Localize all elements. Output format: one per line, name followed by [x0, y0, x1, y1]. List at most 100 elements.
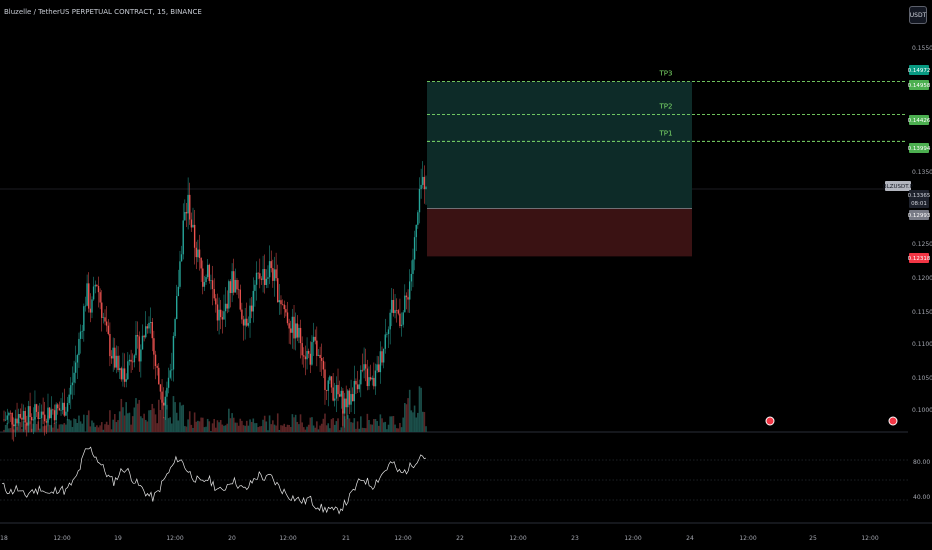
- candle: [184, 212, 186, 221]
- candle: [32, 419, 35, 421]
- volume-bar: [216, 420, 219, 432]
- volume-bar: [76, 422, 79, 432]
- candle: [290, 328, 292, 333]
- volume-bar: [283, 423, 286, 432]
- candle: [122, 368, 124, 380]
- volume-bar: [19, 422, 22, 432]
- volume-bar: [327, 423, 330, 432]
- candle: [213, 289, 215, 299]
- time-tick-label: 12:00: [509, 535, 526, 542]
- candle: [99, 292, 101, 303]
- price-tag: [909, 253, 929, 263]
- volume-bar: [40, 419, 43, 432]
- volume-bar: [382, 422, 385, 432]
- candle: [409, 281, 411, 300]
- currency-button[interactable]: USDT: [909, 6, 927, 24]
- volume-bar: [232, 417, 235, 432]
- volume-bar: [350, 422, 352, 432]
- candle: [45, 421, 48, 423]
- volume-bar: [364, 428, 367, 432]
- volume-bar: [113, 414, 116, 432]
- candle: [272, 268, 274, 281]
- volume-bar: [415, 417, 418, 432]
- candle: [197, 249, 199, 258]
- volume-bar: [42, 426, 44, 432]
- volume-bar: [55, 421, 57, 432]
- volume-bar: [340, 427, 343, 432]
- candle: [117, 355, 119, 371]
- price-tag: [885, 181, 911, 191]
- event-markers[interactable]: [765, 416, 898, 426]
- volume-bar: [360, 416, 362, 432]
- chart-title: Bluzelle / TetherUS PERPETUAL CONTRACT, …: [4, 8, 202, 16]
- price-tag-label: 0.13994: [908, 146, 931, 152]
- candle: [55, 404, 57, 421]
- candle: [275, 269, 277, 279]
- volume-bar: [255, 423, 258, 432]
- volume-bar: [273, 424, 276, 432]
- candle: [334, 398, 336, 401]
- volume-bar: [322, 418, 325, 432]
- volume-bar: [102, 429, 105, 432]
- candle: [57, 404, 59, 409]
- candle: [159, 384, 162, 392]
- candle: [229, 281, 232, 294]
- price-tag-label: 0.12318: [908, 256, 931, 262]
- volume-bar: [252, 418, 255, 432]
- volume-bar: [301, 422, 303, 432]
- candle: [418, 189, 421, 213]
- candle: [29, 406, 31, 418]
- candle: [239, 289, 241, 310]
- candle: [148, 322, 150, 329]
- candle: [203, 282, 206, 287]
- candle: [223, 311, 225, 320]
- candle: [180, 254, 183, 262]
- volume-bar: [172, 396, 175, 432]
- price-tag-label: 0.13365: [908, 193, 931, 199]
- price-tag: [909, 80, 929, 90]
- candle: [81, 330, 83, 332]
- price-tag: [909, 198, 929, 208]
- volume-bar: [289, 426, 292, 432]
- candle: [65, 411, 67, 416]
- volume-bar: [373, 419, 375, 432]
- volume-bar: [159, 410, 162, 432]
- rsi-line: [1, 446, 427, 515]
- volume-bar: [208, 421, 211, 432]
- volume-bar: [394, 424, 396, 432]
- volume-bar: [29, 421, 31, 432]
- volume-bar: [280, 425, 282, 432]
- volume-bar: [73, 418, 75, 432]
- candle: [343, 398, 346, 414]
- candle: [60, 409, 62, 411]
- volume-bar: [91, 420, 93, 432]
- candle: [149, 322, 152, 323]
- volume-bar: [210, 430, 212, 432]
- volume-bar: [278, 429, 281, 432]
- candle: [35, 404, 38, 412]
- candle: [241, 309, 243, 320]
- candle: [355, 380, 357, 385]
- volume-bar: [109, 410, 111, 432]
- candle: [378, 364, 380, 373]
- time-axis[interactable]: 18 12:00 19 12:00 20 12:00 21 12:00 22 12:00 23 12:…: [0, 535, 879, 542]
- volume-bar: [275, 425, 277, 432]
- candle: [138, 336, 140, 362]
- volume-bar: [87, 410, 90, 432]
- volume-bar: [237, 425, 240, 432]
- volume-bar: [48, 424, 51, 432]
- candle: [208, 264, 210, 281]
- volume-bar: [314, 427, 317, 432]
- volume-bar: [188, 411, 191, 432]
- volume-bar: [236, 422, 238, 432]
- volume-bar: [9, 428, 12, 432]
- volume-bar: [356, 421, 359, 432]
- candle: [34, 404, 36, 420]
- candle: [389, 312, 391, 330]
- candle: [110, 356, 113, 359]
- volume-bar: [141, 418, 144, 432]
- candle: [158, 367, 160, 385]
